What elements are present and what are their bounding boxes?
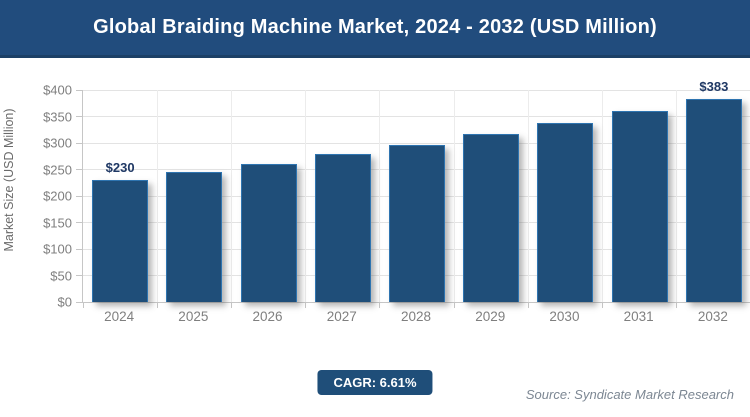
source-attribution: Source: Syndicate Market Research — [525, 387, 734, 402]
bar-2030 — [537, 122, 594, 302]
y-tick-label: $400 — [43, 82, 72, 98]
y-gridline — [83, 89, 750, 91]
y-gridline — [83, 116, 750, 117]
x-tick-mark — [230, 302, 232, 308]
bar-value-label: $230 — [105, 160, 135, 176]
y-tick-mark — [76, 195, 83, 197]
bar-2025 — [166, 172, 223, 302]
y-tick-label: $300 — [43, 135, 72, 151]
chart-title: Global Braiding Machine Market, 2024 - 2… — [93, 16, 657, 38]
bar-2024 — [92, 180, 149, 302]
x-axis-tick-labels: 2024 2025 2026 2027 2028 2029 2030 2031 2032 — [82, 309, 750, 329]
bar-2027 — [314, 154, 371, 302]
bar-2032 — [685, 99, 742, 302]
x-category-label: 2024 — [104, 309, 135, 324]
y-tick-label: $0 — [57, 294, 72, 310]
y-tick-mark — [76, 301, 83, 303]
y-tick-label: $150 — [43, 215, 72, 230]
y-tick-label: $200 — [43, 188, 72, 204]
y-tick-mark — [76, 142, 83, 144]
x-category-label: 2031 — [623, 309, 654, 324]
cagr-badge: CAGR: 6.61% — [317, 370, 433, 395]
x-gridline — [230, 90, 232, 302]
x-tick-mark — [82, 302, 84, 308]
x-gridline — [305, 90, 307, 302]
y-axis-tick-labels: $0 $50 $100 $150 $200 $250 $300 $350 $400 — [0, 83, 72, 310]
y-tick-mark — [76, 89, 83, 91]
bar-2029 — [463, 134, 520, 302]
x-tick-mark — [676, 302, 678, 308]
x-category-label: 2030 — [549, 309, 580, 324]
x-category-label: 2026 — [252, 309, 283, 324]
x-axis-line — [83, 301, 750, 303]
y-tick-mark — [76, 275, 83, 276]
x-tick-mark — [305, 302, 307, 308]
y-tick-mark — [76, 169, 83, 170]
y-tick-mark — [76, 116, 83, 117]
x-category-label: 2029 — [475, 309, 506, 324]
y-tick-mark — [76, 222, 83, 223]
y-tick-label: $250 — [43, 162, 72, 177]
x-gridline — [602, 90, 604, 302]
bar-2028 — [389, 144, 445, 302]
x-tick-mark — [156, 302, 158, 308]
x-category-label: 2025 — [178, 309, 209, 324]
x-tick-mark — [527, 302, 529, 308]
x-category-label: 2027 — [326, 309, 357, 324]
x-gridline — [453, 90, 455, 302]
bar-value-label: $383 — [699, 79, 729, 95]
x-tick-mark — [602, 302, 604, 308]
chart-title-bar: Global Braiding Machine Market, 2024 - 2… — [0, 0, 750, 58]
plot-area: $230 $383 — [76, 79, 750, 308]
x-category-label: 2032 — [697, 309, 728, 324]
x-gridline — [379, 90, 381, 302]
x-gridline — [527, 90, 529, 302]
bar-2026 — [240, 163, 297, 302]
y-tick-label: $50 — [50, 268, 72, 283]
y-tick-mark — [76, 248, 83, 250]
x-tick-mark — [453, 302, 455, 308]
bar-2031 — [611, 111, 668, 302]
y-tick-label: $100 — [43, 241, 72, 257]
x-tick-mark — [379, 302, 381, 308]
x-gridline — [156, 90, 158, 302]
y-gridline — [83, 142, 750, 144]
y-tick-label: $350 — [43, 109, 72, 124]
x-category-label: 2028 — [400, 309, 432, 324]
x-gridline — [676, 90, 678, 302]
